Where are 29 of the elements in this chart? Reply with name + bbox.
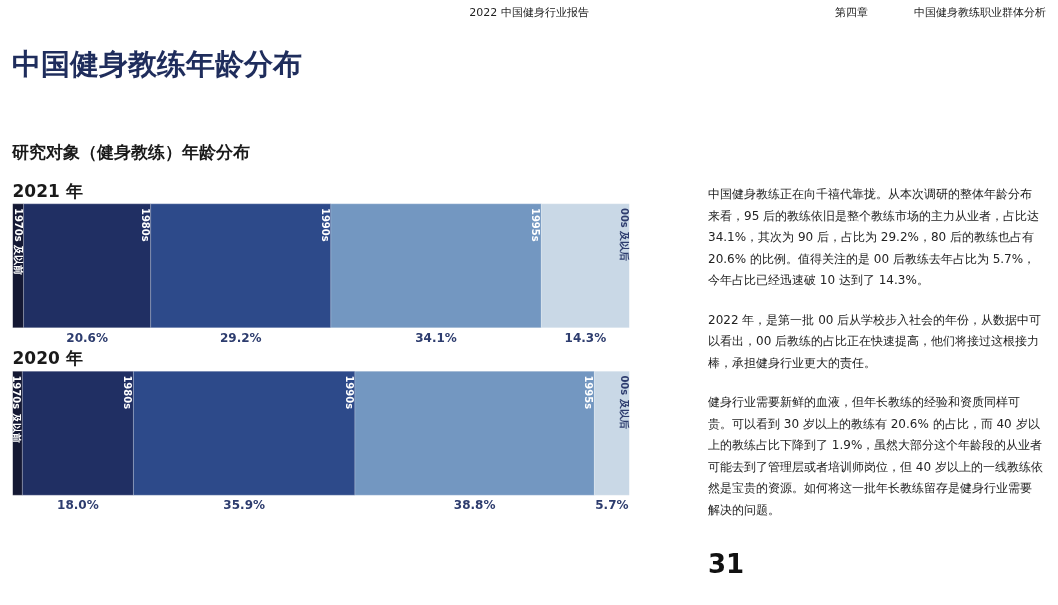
- text: 中国健身教练职业群体分析: [914, 5, 1046, 21]
- data-label: 29.2%: [219, 330, 262, 345]
- data-label: 18.0%: [57, 498, 99, 513]
- data-label: 38.8%: [453, 498, 496, 513]
- series-label: 1995s: [530, 207, 542, 242]
- data-label: 5.7%: [595, 498, 629, 513]
- chart-title: 中国健身教练年龄分布: [11, 46, 302, 83]
- series-label: 1980s: [139, 207, 151, 242]
- y-tick-label: 2020 年: [12, 347, 83, 368]
- text: 2022 年，是第一批 00 后从学校步入社会的年份，从数据中可以看出，00 后教练的占比正在快速提高，他们将接过这根接力棒，承担健身行业更大的责任。: [708, 311, 1043, 372]
- series-label: 1990s: [319, 207, 331, 242]
- text: 第四章: [835, 5, 868, 21]
- series-label: 00s 及以后: [618, 207, 630, 262]
- y-tick-label: 2021 年: [12, 180, 83, 201]
- text: 1980s: [122, 375, 134, 410]
- text: 00s 及以后: [618, 375, 630, 429]
- data-label: 20.6%: [66, 330, 108, 345]
- text: 31: [708, 548, 746, 581]
- text: 1990s: [343, 375, 355, 410]
- text: 1995s: [583, 375, 595, 410]
- text: 2022 中国健身行业报告: [469, 6, 589, 19]
- series-label: 1970s 及以前: [12, 207, 24, 276]
- text: 中国健身教练正在向千禧代靠拢。从本次调研的整体年龄分布来看，95 后的教练依旧是整个教练市场的主力从业者，占比达 34.1%，其次为 90 后，占比为 29.2%，80 后的教练也占有 20.6% 的比例。值得关注的是 00 后教练去年占比为 5.7%，今年占比已经迅速破 10 达到了 14.3%。: [708, 186, 1041, 289]
- chart-subtitle: 研究对象（健身教练）年龄分布: [11, 141, 250, 164]
- text: 1970s 及以前: [11, 375, 23, 443]
- data-label: 34.1%: [415, 330, 457, 345]
- text: 健身行业需要新鲜的血液，但年长教练的经验和资质同样可贵。可以看到 30 岁以上的教练有 20.6% 的占比，而 40 岁以上的教练占比下降到了 1.9%，虽然大部分这个年龄段的从业者可能去到了管理层或者培训师岗位，但 40 岁以上的一线教练依然是宝贵的资源。如何将这一批年长教练留存是健身行业需要解决的问题。: [708, 394, 1043, 519]
- data-label: 14.3%: [564, 330, 607, 345]
- data-label: 35.9%: [223, 498, 266, 513]
